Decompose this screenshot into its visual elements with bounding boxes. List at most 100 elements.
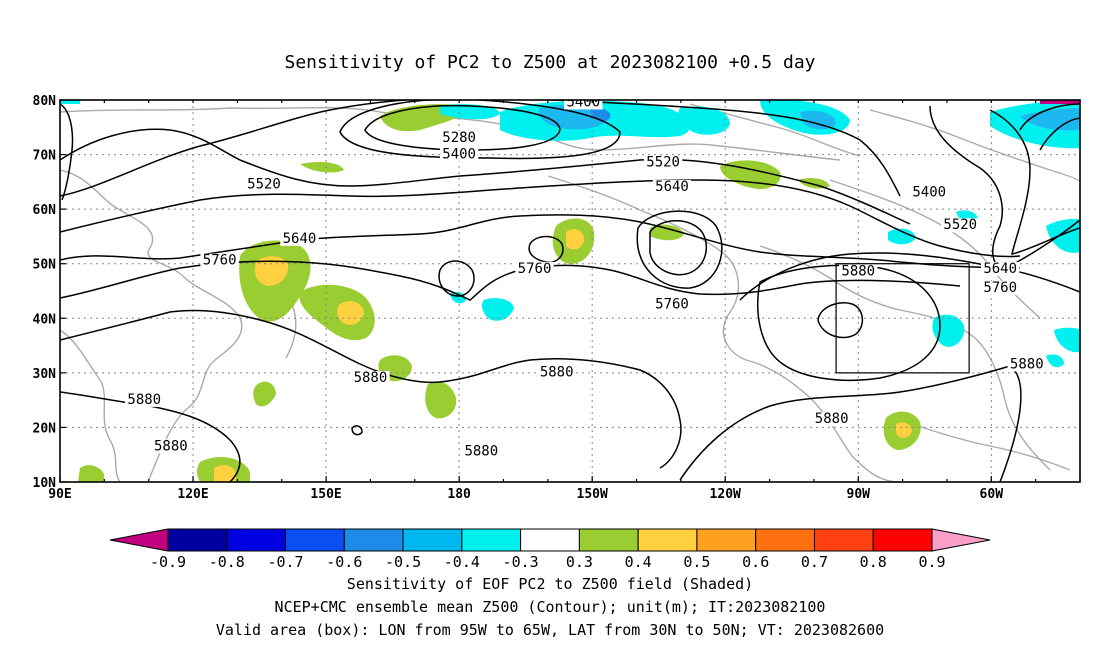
colorbar-swatch <box>402 528 463 552</box>
contour-label-bg <box>980 281 1020 295</box>
contour-label-bg <box>564 100 603 110</box>
contour-label: 5760 <box>655 296 689 312</box>
colorbar-label: -0.7 <box>267 553 303 571</box>
contour-label-bg <box>200 253 239 268</box>
sensitivity-patch <box>1054 327 1080 353</box>
contour-label: 5400 <box>442 146 476 162</box>
contour-line <box>817 302 864 339</box>
sensitivity-patch <box>1040 100 1080 104</box>
lat-label: 50N <box>33 258 57 273</box>
lon-label: 60W <box>980 487 1004 502</box>
sensitivity-patch <box>254 256 289 286</box>
contour-label: 5760 <box>203 253 237 269</box>
colorbar-label: 0.3 <box>566 553 593 571</box>
contour-label-bg <box>125 392 164 407</box>
colorbar-label: 0.5 <box>683 553 710 571</box>
sensitivity-patch <box>300 162 344 173</box>
contour-line <box>351 425 363 436</box>
colorbar-swatch <box>226 528 287 552</box>
figure-title: Sensitivity of PC2 to Z500 at 2023082100… <box>284 52 815 73</box>
lat-label: 20N <box>33 421 57 436</box>
contour-label: 5760 <box>518 261 552 277</box>
contour-label: 5280 <box>442 130 476 146</box>
contour-line <box>1039 117 1080 151</box>
contour-line <box>60 179 1021 258</box>
contour-line <box>649 220 707 276</box>
contour-label-bg <box>652 297 692 312</box>
contour-label-bg <box>1007 357 1046 372</box>
sensitivity-patch <box>650 224 684 241</box>
contour-label: 5880 <box>154 438 188 454</box>
contour-line <box>60 103 74 201</box>
colorbar-label: -0.5 <box>385 553 421 571</box>
contour-label-bg <box>643 155 683 170</box>
lon-label: 120E <box>177 487 208 502</box>
contour-label-bg <box>351 371 390 386</box>
figure-footer: Sensitivity of EOF PC2 to Z500 field (Sh… <box>216 575 884 639</box>
contour-label-bg <box>652 180 692 195</box>
sensitivity-patch <box>78 465 104 482</box>
lat-label: 30N <box>33 367 57 382</box>
contour-label: 5880 <box>815 411 849 427</box>
contour-label: 5640 <box>983 261 1017 277</box>
colorbar-swatch <box>578 528 639 552</box>
contour-line <box>60 214 1021 269</box>
colorbar-arrow-low <box>109 528 169 552</box>
contour-line <box>739 252 1080 301</box>
contour-label-bg <box>812 411 851 426</box>
sensitivity-patch <box>60 100 80 104</box>
contour-label-bg <box>439 147 479 162</box>
sensitivity-patch <box>214 465 236 482</box>
sensitivity-patch <box>800 110 836 130</box>
lat-label: 40N <box>33 312 57 327</box>
sensitivity-patch <box>481 298 514 321</box>
contour-label-bg <box>151 439 191 454</box>
contour-line <box>60 309 682 469</box>
colorbar-label: -0.8 <box>209 553 245 571</box>
contour-label: 5880 <box>464 444 498 460</box>
lon-label: 150E <box>310 487 341 502</box>
contour-label: 5760 <box>983 280 1017 296</box>
contour-label-bg <box>462 444 501 459</box>
lat-label: 70N <box>33 149 57 164</box>
lon-label: 120W <box>710 487 741 502</box>
colorbar-swatch <box>343 528 404 552</box>
colorbar-swatch <box>285 528 345 552</box>
contour-label-bg <box>439 130 479 145</box>
sensitivity-patch <box>566 229 584 250</box>
colorbar <box>109 528 991 552</box>
latitude-labels: 80N 70N 60N 50N 40N 30N 20N 10N <box>33 94 57 491</box>
contour-label: 5400 <box>912 185 946 201</box>
colorbar-swatch <box>167 528 228 552</box>
colorbar-swatch <box>872 528 933 552</box>
contour-label-bg <box>910 185 949 200</box>
lon-label: 90E <box>48 487 71 502</box>
contour-label: 5520 <box>247 176 281 192</box>
colorbar-label: 0.4 <box>625 553 652 571</box>
contour-line <box>364 104 561 151</box>
contour-label-bg <box>980 261 1020 276</box>
contour-line <box>1019 103 1080 131</box>
contour-line <box>636 210 723 289</box>
lat-label: 80N <box>33 94 57 109</box>
colorbar-swatch <box>461 528 522 552</box>
sensitivity-shading <box>60 100 1080 482</box>
axis-ticks <box>59 99 1081 483</box>
contour-label: 5520 <box>646 154 680 170</box>
footer-line-2: NCEP+CMC ensemble mean Z500 (Contour); u… <box>275 598 826 616</box>
contour-label-bg <box>941 218 980 233</box>
colorbar-swatch <box>520 528 580 552</box>
sensitivity-patch <box>253 381 276 407</box>
colorbar-swatch <box>637 528 698 552</box>
sensitivity-patch <box>798 178 830 189</box>
colorbar-label: 0.9 <box>918 553 945 571</box>
contour-label-bg <box>244 177 284 192</box>
sensitivity-patch <box>678 106 730 135</box>
colorbar-label: -0.4 <box>444 553 480 571</box>
contour-label-bg <box>515 261 554 276</box>
contour-label-bg <box>537 365 576 380</box>
sensitivity-patch <box>720 160 781 190</box>
colorbar-arrow-high <box>931 528 991 552</box>
